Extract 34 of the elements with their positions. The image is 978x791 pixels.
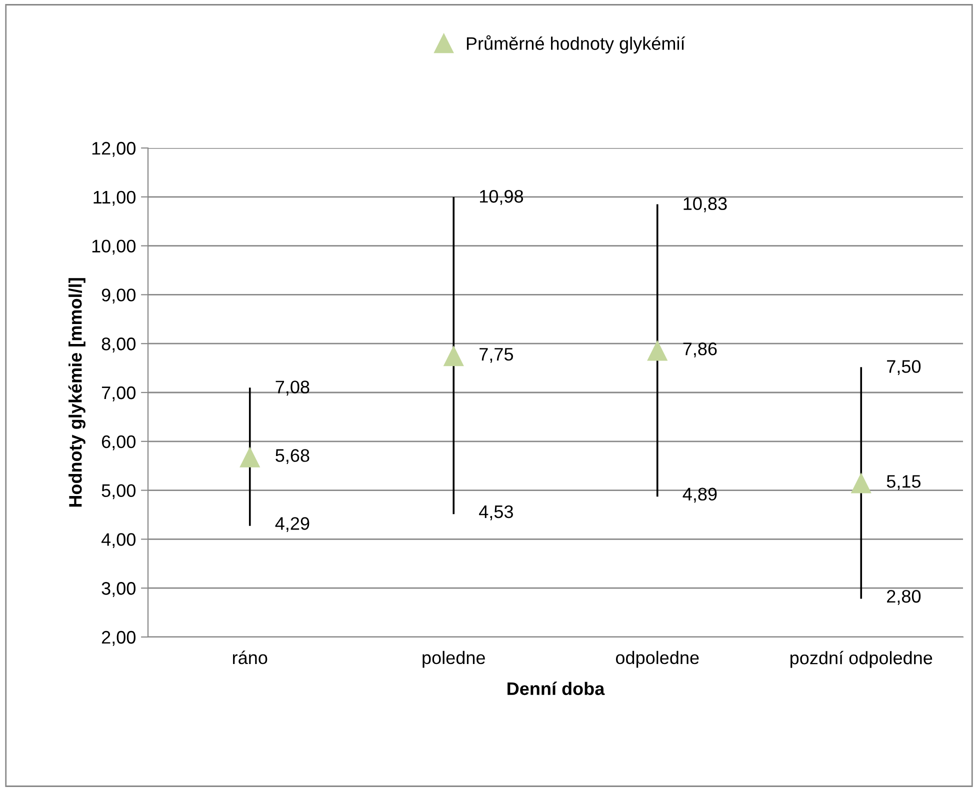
x-tick-label: ráno	[233, 650, 268, 664]
x-tick-label: poledne	[422, 650, 485, 668]
y-tick-label: 5,00	[102, 484, 136, 500]
annotation: 7,08	[276, 380, 310, 396]
annotation: 2,80	[887, 590, 921, 605]
point	[647, 340, 668, 361]
x-tick-label: pozdní odpoledne	[790, 650, 932, 668]
point	[850, 472, 872, 494]
x-axis-title: Denní doba	[508, 682, 605, 696]
data-label: 7,75	[480, 348, 514, 363]
y-tick-label: 4,00	[101, 533, 136, 548]
annotation: 7,50	[887, 360, 921, 376]
data-label: 5,15	[886, 475, 921, 490]
y-tick-label: 10,00	[92, 240, 136, 255]
annotation: 4,89	[682, 488, 717, 503]
x-tick-label: odpoledne	[616, 650, 699, 668]
point	[443, 346, 464, 366]
y-tick-label: 3,00	[102, 582, 136, 597]
annotation: 10,83	[684, 197, 727, 212]
y-axis-title: Hodnoty glykémie [mmol/l]	[68, 278, 86, 507]
annotation: 10,98	[480, 190, 524, 205]
legend-label: Průměrné hodnoty glykémií	[466, 35, 686, 54]
y-tick-label: 6,00	[102, 435, 136, 450]
data-label: 5,68	[276, 449, 310, 464]
y-tick-label: 8,00	[102, 338, 136, 352]
annotation: 4,29	[275, 517, 310, 532]
data-label: 7,86	[683, 342, 717, 358]
annotation: 4,53	[479, 505, 513, 520]
y-tick-label: 12,00	[92, 142, 136, 157]
y-tick-label: 7,00	[102, 386, 136, 402]
y-tick-label: 2,00	[102, 630, 136, 646]
y-tick-label: 9,00	[102, 288, 136, 304]
point	[240, 446, 260, 468]
y-tick-label: 11,00	[94, 190, 136, 206]
